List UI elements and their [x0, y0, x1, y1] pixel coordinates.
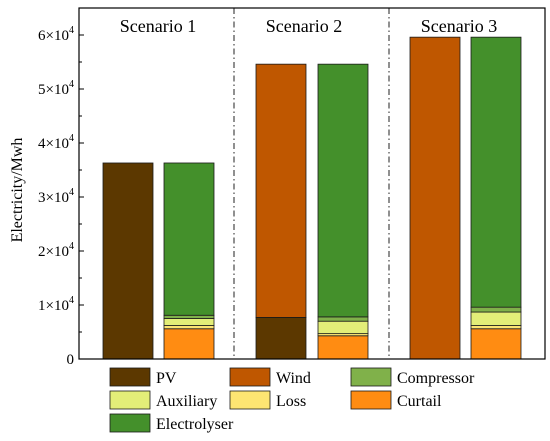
bar-stack: [102, 162, 154, 360]
bar-segment-curtail: [163, 328, 215, 360]
plot-area: [78, 7, 546, 360]
bar-segment-curtail: [317, 335, 369, 360]
bar-segment-auxiliary: [317, 320, 369, 335]
bar-segment-auxiliary: [470, 311, 522, 326]
bar-segment-loss: [163, 325, 215, 330]
y-tick-label: 1×104: [38, 295, 74, 314]
legend-swatch: [350, 390, 392, 410]
legend-label: Auxiliary: [156, 393, 217, 410]
legend-item: Loss: [229, 390, 306, 410]
y-tick-label: 2×104: [38, 241, 74, 260]
bar-stack: [470, 36, 522, 360]
bar-segment-compressor: [317, 316, 369, 322]
bar-segment-electrolyser: [317, 63, 369, 318]
legend-item: Wind: [229, 367, 311, 387]
bar-stack: [255, 63, 307, 360]
legend-label: PV: [156, 370, 177, 387]
bar-stack: [409, 36, 461, 360]
legend-item: Electrolyser: [109, 413, 234, 433]
bar-segment-electrolyser: [470, 36, 522, 308]
legend-swatch: [109, 390, 151, 410]
legend-item: PV: [109, 367, 177, 387]
y-axis: 0 1×104 2×104 3×104 4×104 5×104 6×104: [38, 25, 84, 368]
plot-frame: [78, 7, 546, 360]
bar-segment-curtail: [470, 328, 522, 360]
legend-label: Electrolyser: [156, 416, 234, 433]
legend-swatch: [109, 367, 151, 387]
y-axis-title: Electricity/Mwh: [9, 138, 26, 243]
bar-segment-wind: [255, 63, 307, 318]
bar-segment-electrolyser: [163, 162, 215, 316]
legend-label: Loss: [276, 393, 306, 410]
y-tick-label: 4×104: [38, 133, 74, 152]
bar-segment-compressor: [163, 314, 215, 319]
scenario-label: Scenario 3: [421, 16, 497, 36]
y-tick-label: 6×104: [38, 25, 74, 44]
legend: PV Wind Compressor Auxiliary Loss Curtail Elec…: [109, 367, 475, 433]
scenario-label: Scenario 1: [120, 16, 196, 36]
bar-segment-loss: [470, 325, 522, 330]
legend-item: Compressor: [350, 367, 475, 387]
y-tick-label: 0: [67, 352, 75, 368]
legend-label: Curtail: [397, 393, 442, 410]
bar-stack: [163, 162, 215, 360]
legend-swatch: [109, 413, 151, 433]
bar-segment-auxiliary: [163, 318, 215, 326]
bar-segment-pv: [102, 162, 154, 360]
legend-label: Compressor: [397, 370, 475, 387]
bar-stack: [317, 63, 369, 360]
legend-item: Curtail: [350, 390, 442, 410]
legend-label: Wind: [276, 370, 311, 387]
bar-segment-compressor: [470, 306, 522, 313]
legend-swatch: [229, 390, 271, 410]
scenario-label: Scenario 2: [266, 16, 342, 36]
bar-segment-wind: [409, 36, 461, 360]
y-tick-label: 3×104: [38, 187, 74, 206]
legend-swatch: [350, 367, 392, 387]
scenario-labels: Scenario 1 Scenario 2 Scenario 3: [120, 16, 497, 36]
bar-segment-pv: [255, 317, 307, 360]
y-tick-label: 5×104: [38, 79, 74, 98]
legend-swatch: [229, 367, 271, 387]
legend-item: Auxiliary: [109, 390, 217, 410]
